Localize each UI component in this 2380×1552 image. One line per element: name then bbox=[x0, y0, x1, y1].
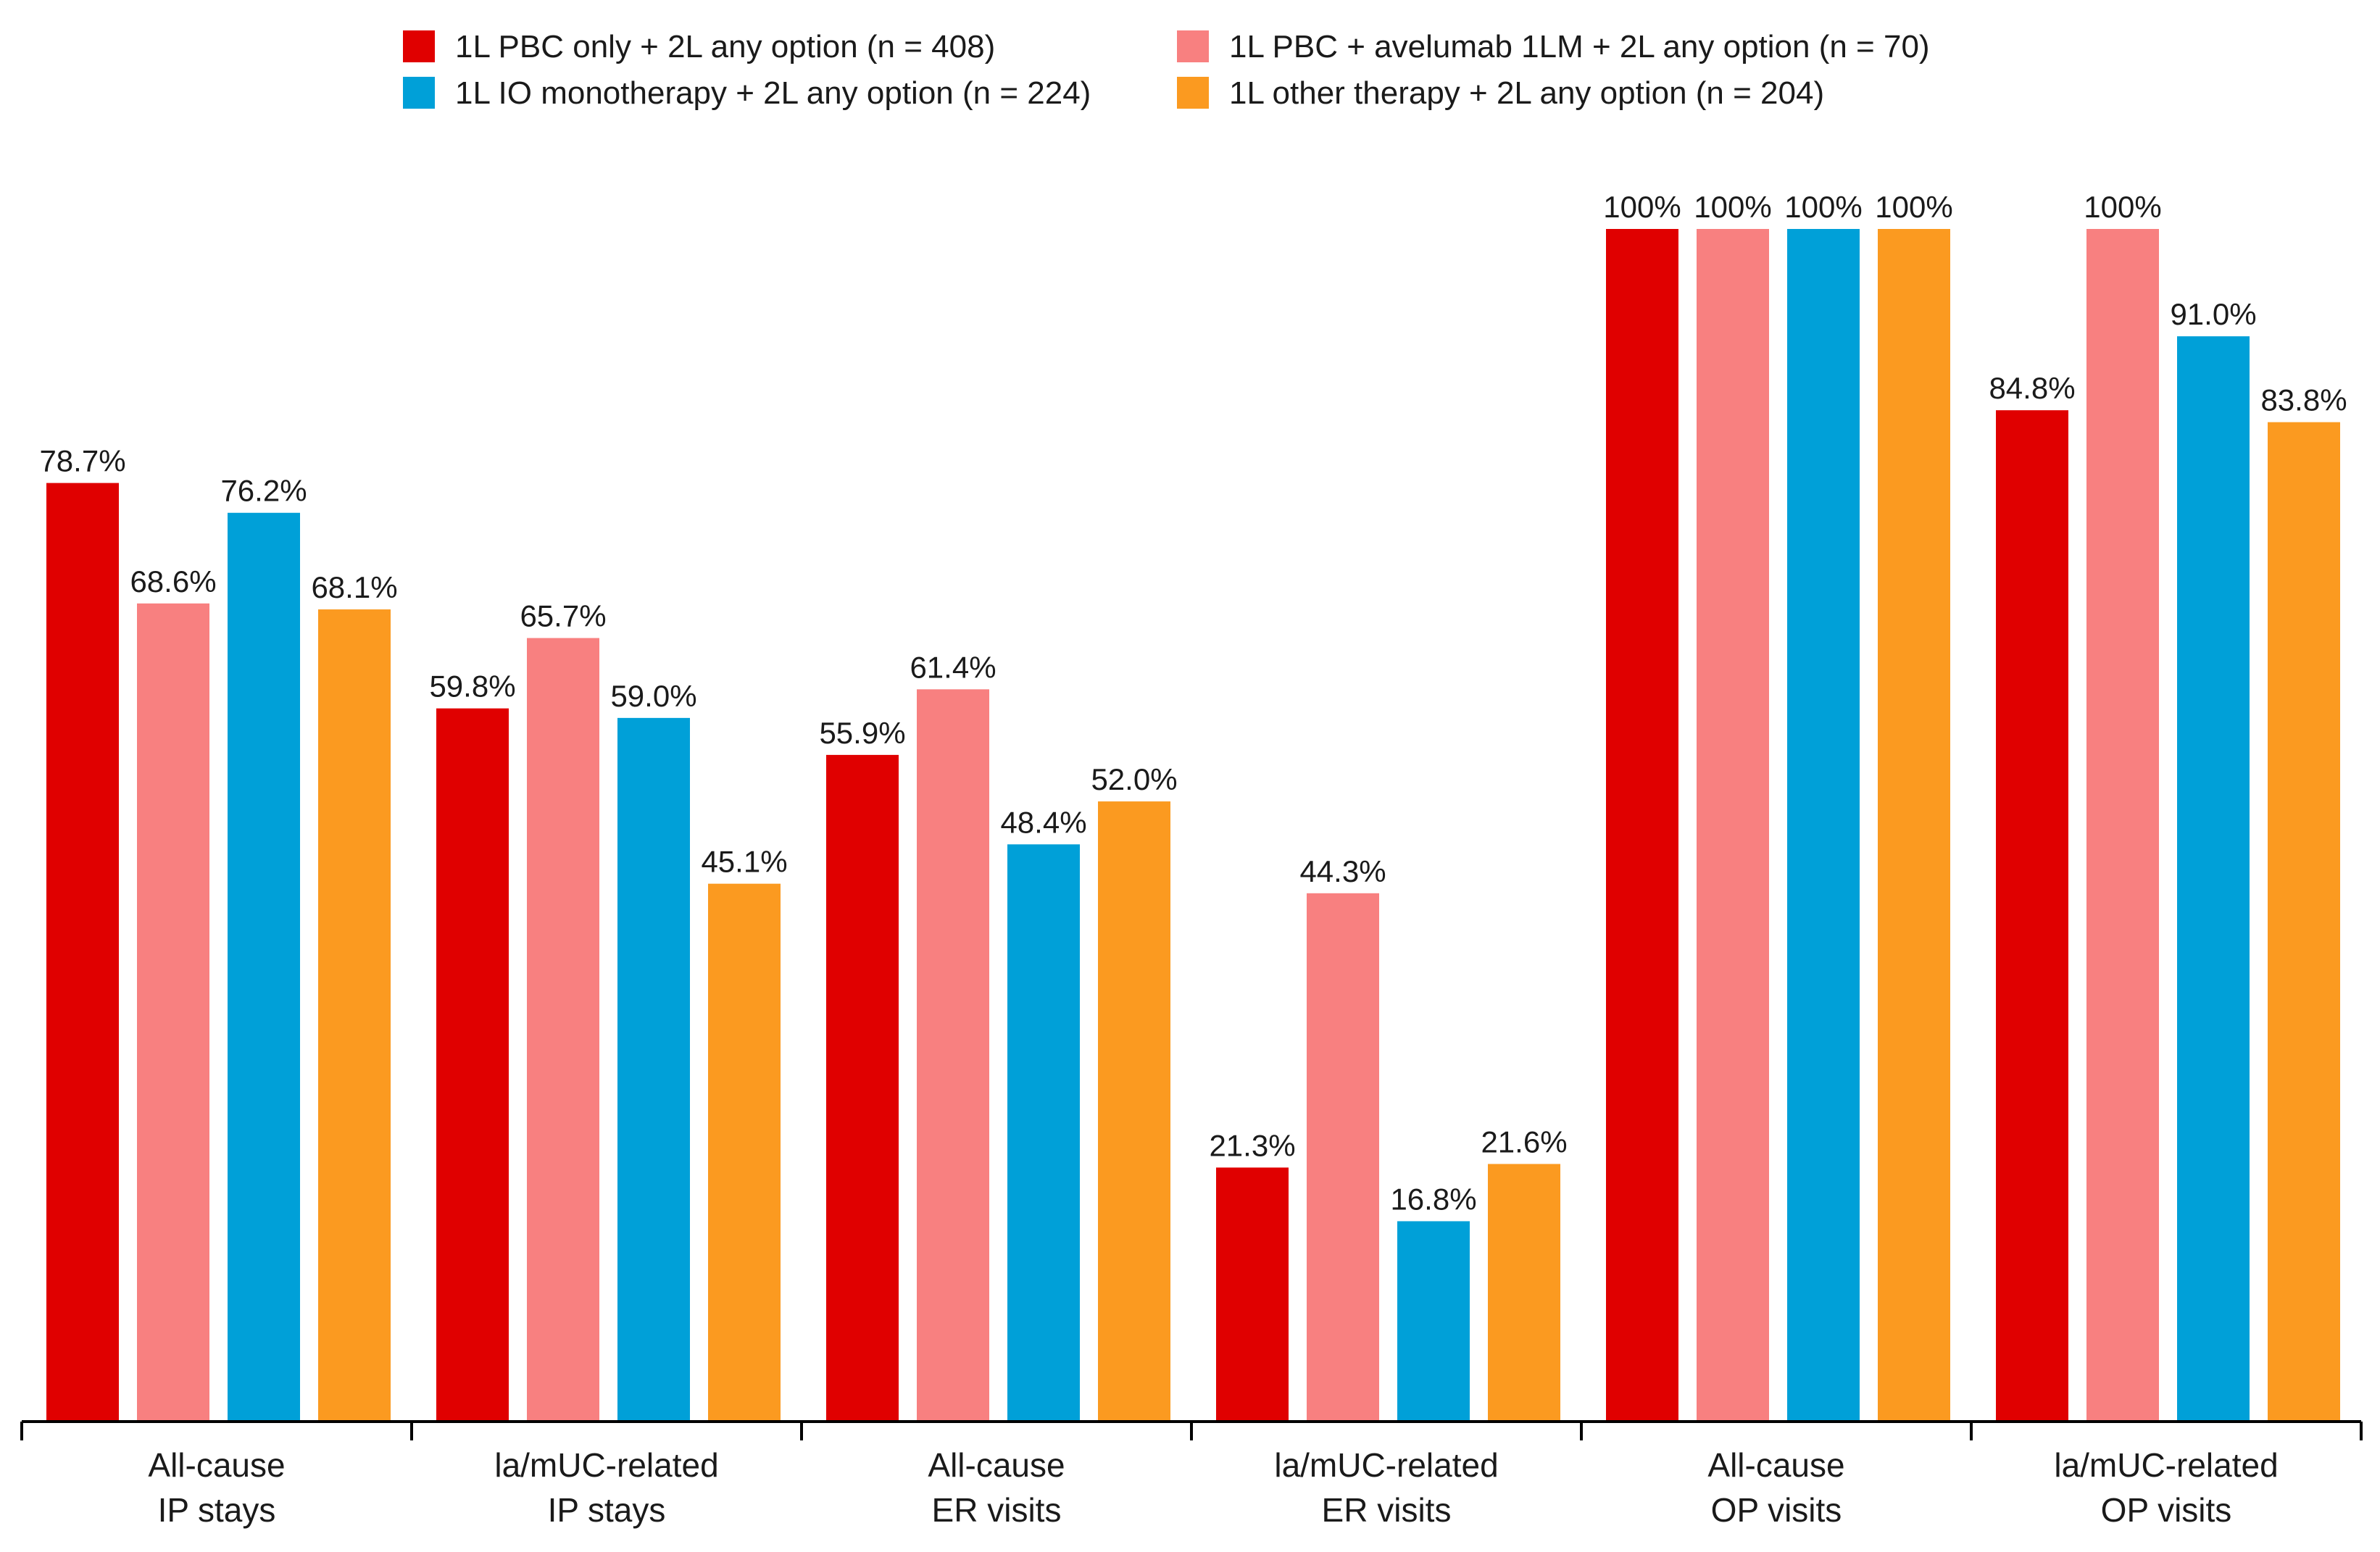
value-label-g2-s2: 65.7% bbox=[520, 599, 606, 633]
category-label-4-line-2: ER visits bbox=[1322, 1491, 1452, 1529]
value-label-g2-s3: 59.0% bbox=[610, 679, 696, 713]
bar-g4-s1 bbox=[1216, 1167, 1289, 1422]
category-label-5-line-1: All-cause bbox=[1707, 1446, 1844, 1484]
category-label-6-line-2: OP visits bbox=[2101, 1491, 2232, 1529]
legend-swatch-1 bbox=[403, 30, 435, 62]
legend-swatch-3 bbox=[403, 77, 435, 109]
bar-g1-s1 bbox=[46, 483, 119, 1422]
category-label-6-line-1: la/mUC-related bbox=[2054, 1446, 2278, 1484]
value-label-g3-s2: 61.4% bbox=[910, 650, 996, 684]
category-labels-group: All-cause IP stays la/mUC-related IP stays A… bbox=[148, 1446, 2278, 1529]
bar-g5-s1 bbox=[1606, 229, 1678, 1422]
category-label-3-line-1: All-cause bbox=[928, 1446, 1065, 1484]
value-label-g4-s4: 21.6% bbox=[1481, 1125, 1567, 1159]
value-label-g6-s3: 91.0% bbox=[2170, 297, 2256, 331]
bar-g2-s2 bbox=[527, 638, 599, 1422]
bar-g5-s3 bbox=[1787, 229, 1860, 1422]
legend-label-1: 1L PBC only + 2L any option (n = 408) bbox=[455, 29, 995, 64]
category-label-1-line-2: IP stays bbox=[158, 1491, 276, 1529]
bar-g6-s4 bbox=[2268, 422, 2340, 1422]
value-label-g5-s1: 100% bbox=[1603, 190, 1681, 224]
value-label-g4-s2: 44.3% bbox=[1299, 854, 1386, 888]
bar-g5-s2 bbox=[1697, 229, 1769, 1422]
bar-g4-s3 bbox=[1397, 1221, 1470, 1422]
bar-g5-s4 bbox=[1878, 229, 1950, 1422]
value-label-g6-s1: 84.8% bbox=[1989, 371, 2075, 405]
bar-g1-s2 bbox=[137, 603, 209, 1422]
bar-g3-s4 bbox=[1098, 801, 1170, 1422]
value-label-g1-s2: 68.6% bbox=[130, 564, 216, 598]
category-label-2-line-2: IP stays bbox=[548, 1491, 666, 1529]
value-label-g3-s4: 52.0% bbox=[1091, 762, 1177, 796]
value-label-g1-s3: 76.2% bbox=[220, 474, 307, 508]
bar-g3-s1 bbox=[826, 754, 899, 1422]
value-label-g1-s4: 68.1% bbox=[311, 570, 397, 604]
category-label-5-line-2: OP visits bbox=[1711, 1491, 1842, 1529]
bar-g3-s2 bbox=[917, 689, 989, 1422]
bar-g6-s3 bbox=[2177, 336, 2250, 1422]
value-label-g5-s4: 100% bbox=[1875, 190, 1952, 224]
value-label-g5-s2: 100% bbox=[1694, 190, 1771, 224]
category-label-4-line-1: la/mUC-related bbox=[1274, 1446, 1498, 1484]
value-label-g2-s4: 45.1% bbox=[701, 845, 787, 879]
value-label-g4-s3: 16.8% bbox=[1390, 1182, 1476, 1216]
legend-label-3: 1L IO monotherapy + 2L any option (n = 2… bbox=[455, 75, 1091, 111]
legend-label-2: 1L PBC + avelumab 1LM + 2L any option (n… bbox=[1229, 29, 1930, 64]
legend-swatch-4 bbox=[1177, 77, 1209, 109]
bar-g4-s2 bbox=[1307, 893, 1379, 1422]
category-label-1-line-1: All-cause bbox=[148, 1446, 285, 1484]
category-label-3-line-2: ER visits bbox=[932, 1491, 1062, 1529]
value-label-g3-s3: 48.4% bbox=[1000, 805, 1086, 839]
value-label-g3-s1: 55.9% bbox=[819, 716, 905, 750]
legend-label-4: 1L other therapy + 2L any option (n = 20… bbox=[1229, 75, 1824, 111]
bar-g4-s4 bbox=[1488, 1164, 1560, 1422]
bar-g2-s3 bbox=[617, 717, 690, 1422]
value-label-g4-s1: 21.3% bbox=[1209, 1128, 1295, 1162]
bar-g6-s1 bbox=[1996, 410, 2068, 1422]
bar-g3-s3 bbox=[1007, 844, 1080, 1422]
bar-g2-s1 bbox=[436, 708, 509, 1422]
value-labels-group: 78.7% 68.6% 76.2% 68.1% 59.8% 65.7% 59.0% 45.1%… bbox=[39, 190, 2347, 1216]
bar-g2-s4 bbox=[708, 883, 781, 1422]
value-label-g6-s4: 83.8% bbox=[2260, 383, 2347, 417]
bars-group bbox=[46, 229, 2340, 1422]
category-label-2-line-1: la/mUC-related bbox=[494, 1446, 718, 1484]
bar-g1-s4 bbox=[318, 609, 391, 1422]
value-label-g5-s3: 100% bbox=[1784, 190, 1862, 224]
legend-swatch-2 bbox=[1177, 30, 1209, 62]
bar-g6-s2 bbox=[2086, 229, 2159, 1422]
value-label-g6-s2: 100% bbox=[2084, 190, 2161, 224]
value-label-g1-s1: 78.7% bbox=[39, 444, 125, 478]
x-axis bbox=[20, 1420, 2363, 1440]
bar-g1-s3 bbox=[228, 512, 300, 1422]
value-label-g2-s1: 59.8% bbox=[429, 669, 515, 704]
legend: 1L PBC only + 2L any option (n = 408) 1L … bbox=[403, 29, 1930, 111]
